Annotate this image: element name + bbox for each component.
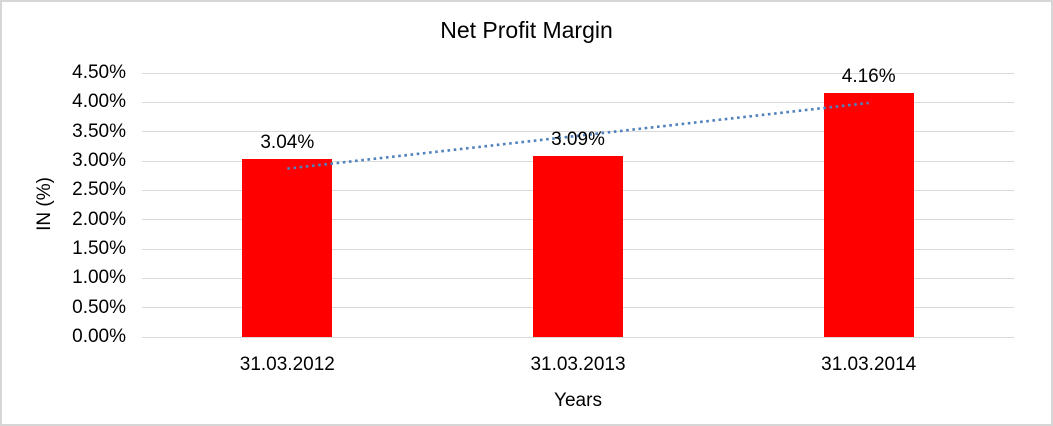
x-axis-tick-label: 31.03.2013 [530,354,626,375]
x-axis-tick-label: 31.03.2014 [821,354,917,375]
gridline [142,336,1014,338]
gridline [142,72,1014,74]
x-axis-tick-label: 31.03.2012 [239,354,335,375]
y-axis-tick-label: 2.00% [72,208,126,230]
data-label: 4.16% [841,65,896,87]
bar [823,92,914,337]
y-axis-tick-label: 4.50% [72,62,126,83]
y-axis-tick-label: 0.00% [72,326,126,347]
bar [533,155,623,337]
y-axis-tick-label: 1.50% [72,238,126,259]
y-axis-tick-label: 3.50% [72,120,126,142]
bar [242,158,333,337]
data-label: 3.04% [260,131,315,153]
y-axis-tick-label: 1.00% [72,267,126,289]
y-axis-tick-label: 3.00% [72,150,126,171]
chart-title: Net Profit Margin [440,17,613,43]
y-axis-tick-label: 4.00% [72,91,126,113]
y-axis-tick-label: 2.50% [72,179,126,201]
x-axis-title: Years [554,390,602,411]
y-axis-tick-label: 0.50% [72,296,126,318]
data-label: 3.09% [551,128,605,150]
